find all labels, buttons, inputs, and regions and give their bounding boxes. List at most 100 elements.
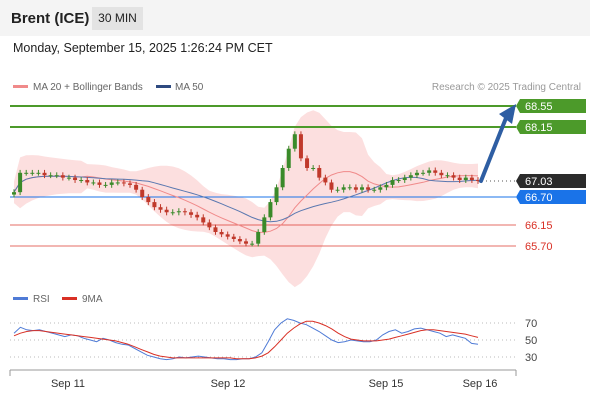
candle-body bbox=[298, 134, 303, 159]
candle-body bbox=[231, 236, 236, 239]
candle-body bbox=[176, 211, 181, 213]
candle-body bbox=[182, 211, 187, 213]
price-tag-68.55: 68.55 bbox=[516, 99, 586, 113]
bollinger-band-fill bbox=[14, 110, 478, 288]
candle-body bbox=[268, 202, 273, 218]
ma20-line bbox=[13, 171, 479, 233]
candle-body bbox=[280, 167, 285, 188]
candle-body bbox=[414, 172, 419, 176]
candle-body bbox=[109, 182, 114, 185]
candle-body bbox=[457, 177, 462, 181]
price-tag-bg bbox=[516, 120, 586, 134]
price-tag-68.15: 68.15 bbox=[516, 120, 586, 134]
candle-body bbox=[250, 243, 255, 245]
candle-body bbox=[121, 182, 126, 184]
candle-body bbox=[170, 212, 175, 214]
header-bar: Brent (ICE) 30 MIN bbox=[0, 0, 590, 36]
rsi-legend: RSI 9MA bbox=[13, 294, 103, 305]
x-tick-label: Sep 16 bbox=[463, 378, 498, 390]
timeframe-button[interactable]: 30 MIN bbox=[92, 7, 143, 30]
candle-body bbox=[396, 180, 401, 182]
candle-body bbox=[421, 172, 426, 174]
candle-body bbox=[91, 182, 96, 184]
candle-body bbox=[347, 187, 352, 189]
candle-body bbox=[18, 172, 23, 193]
candle-body bbox=[378, 187, 383, 190]
price-tag-text: 66.70 bbox=[525, 192, 553, 204]
price-tag-bg bbox=[516, 174, 586, 188]
rsi-legend-label: RSI bbox=[33, 294, 50, 305]
ma9-legend-swatch bbox=[62, 297, 77, 300]
candle-body bbox=[335, 189, 340, 191]
candle-body bbox=[60, 175, 65, 178]
candle-body bbox=[360, 187, 364, 190]
candle-body bbox=[329, 182, 334, 190]
candle-body bbox=[85, 180, 90, 183]
candle-body bbox=[219, 232, 224, 235]
price-tag-text: 68.55 bbox=[525, 101, 553, 113]
candle-body bbox=[372, 189, 377, 191]
candle-body bbox=[433, 170, 438, 173]
candle-body bbox=[244, 241, 248, 244]
candle-body bbox=[152, 202, 157, 208]
price-tag-66.70: 66.70 bbox=[516, 190, 586, 204]
candle-body bbox=[408, 175, 413, 178]
x-axis: Sep 11 Sep 12 Sep 15 Sep 16 bbox=[9, 369, 517, 390]
candle-body bbox=[286, 148, 291, 168]
candle-body bbox=[317, 167, 322, 178]
candle-body bbox=[189, 212, 194, 215]
candle-body bbox=[469, 177, 474, 181]
instrument-title: Brent (ICE) bbox=[11, 10, 90, 27]
rsi-level-label-50: 50 bbox=[525, 335, 537, 347]
credit-label: Research © 2025 Trading Central bbox=[432, 82, 581, 93]
candle-body bbox=[48, 175, 53, 177]
candle-body bbox=[54, 175, 59, 177]
rsi-line bbox=[13, 318, 479, 361]
forecast-arrow bbox=[479, 104, 516, 183]
ma50-legend-swatch bbox=[156, 85, 171, 88]
candle-body bbox=[353, 187, 358, 190]
candle-body bbox=[134, 184, 139, 190]
candle-body bbox=[311, 167, 316, 169]
price-tags: 68.55 68.15 67.03 66.70 66.15 65.70 bbox=[516, 99, 586, 253]
rsi-panel: 70 50 30 bbox=[10, 318, 537, 364]
datetime-label: Monday, September 15, 2025 1:26:24 PM CE… bbox=[13, 41, 273, 55]
price-tag-67.03: 67.03 bbox=[516, 174, 586, 188]
ma50-line bbox=[13, 175, 479, 223]
candle-body bbox=[66, 177, 71, 179]
candle-body bbox=[256, 232, 261, 244]
price-tag-66.15: 66.15 bbox=[525, 220, 553, 232]
candle-body bbox=[262, 217, 267, 232]
forecast-arrow-shaft bbox=[479, 116, 508, 183]
candle-body bbox=[402, 177, 407, 181]
candle-body bbox=[12, 192, 16, 195]
candle-body bbox=[201, 217, 206, 223]
candle-body bbox=[292, 134, 297, 149]
candle-body bbox=[451, 175, 456, 178]
candle-body bbox=[42, 172, 47, 176]
moving-averages bbox=[13, 171, 479, 233]
price-tag-bg bbox=[516, 99, 586, 113]
candle-body bbox=[476, 180, 480, 182]
bollinger-band bbox=[14, 110, 478, 288]
candle-body bbox=[323, 177, 328, 183]
candle-body bbox=[97, 182, 102, 185]
rsi-level-label-70: 70 bbox=[525, 318, 537, 330]
candle-body bbox=[103, 184, 108, 186]
ma20-legend-swatch bbox=[13, 85, 28, 88]
main-legend: MA 20 + Bollinger Bands MA 50 Research ©… bbox=[13, 82, 581, 93]
candle-body bbox=[36, 172, 41, 174]
ma50-legend-label: MA 50 bbox=[175, 82, 204, 93]
candle-body bbox=[305, 158, 310, 168]
candles bbox=[12, 131, 480, 247]
candle-body bbox=[73, 177, 78, 181]
candle-body bbox=[463, 177, 468, 181]
price-tag-text: 68.15 bbox=[525, 122, 553, 134]
candle-body bbox=[140, 189, 145, 197]
candle-body bbox=[79, 180, 84, 182]
candle-body bbox=[366, 187, 371, 190]
candle-body bbox=[164, 209, 169, 213]
candle-body bbox=[390, 180, 395, 185]
rsi-level-label-30: 30 bbox=[525, 352, 537, 364]
candle-body bbox=[128, 183, 132, 185]
